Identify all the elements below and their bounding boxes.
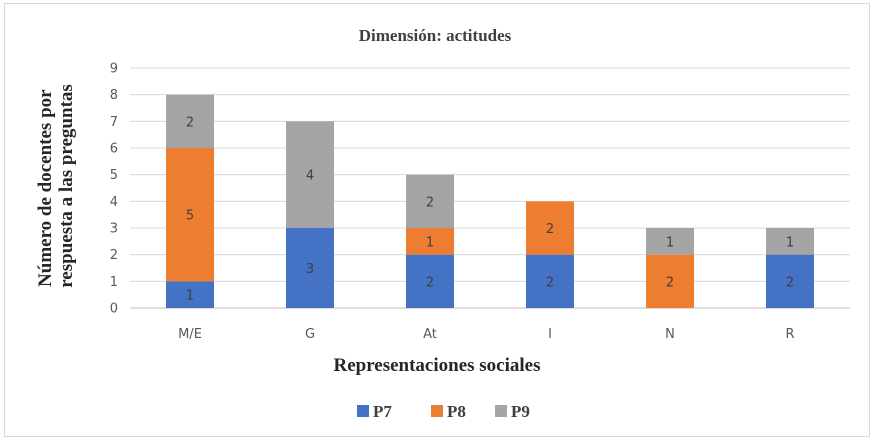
data-label: 3: [306, 262, 314, 277]
legend-label-p9: P9: [511, 402, 530, 421]
chart-title: Dimensión: actitudes: [359, 26, 512, 45]
y-tick-label: 4: [110, 195, 118, 210]
y-tick-labels: 0 1 2 3 4 5 6 7 8 9: [110, 62, 118, 317]
legend-swatch-p8: [431, 405, 443, 417]
gridlines: [130, 67, 850, 309]
y-axis-title-line-2: respuesta a las preguntas: [56, 84, 77, 288]
chart-svg: Dimensión: actitudes 0 1 2 3 4 5 6 7 8 9 1 5 2 3 4 2 1 2…: [35, 26, 850, 421]
bar-segment-p8: [406, 228, 454, 255]
bar-segment-p7: [526, 254, 574, 308]
y-tick-label: 9: [110, 62, 118, 77]
data-label: 1: [426, 235, 434, 250]
legend: P7 P8 P9: [357, 402, 530, 421]
bar-segment-p9: [646, 228, 694, 255]
y-tick-label: 8: [110, 88, 118, 103]
x-tick-label: N: [665, 327, 675, 342]
y-axis-title-line-1: Número de docentes por: [35, 89, 56, 287]
bar-segment-p7: [406, 254, 454, 308]
x-tick-labels: M/E G At I N R: [178, 327, 794, 342]
bar-segment-p7: [286, 228, 334, 308]
data-label: 2: [426, 275, 434, 290]
y-tick-label: 0: [110, 302, 118, 317]
bars: 1 5 2 3 4 2 1 2 2 2 2 1 2 1: [166, 94, 814, 308]
x-axis-title: Representaciones sociales: [333, 355, 540, 376]
bar-segment-p8: [526, 201, 574, 255]
data-label: 2: [786, 275, 794, 290]
x-tick-label: M/E: [178, 327, 202, 342]
x-tick-label: I: [548, 327, 552, 342]
data-label: 2: [546, 222, 554, 237]
x-tick-label: G: [305, 327, 315, 342]
data-label: 4: [306, 169, 314, 184]
data-label: 1: [666, 235, 674, 250]
bar-segment-p9: [166, 94, 214, 148]
y-tick-label: 5: [110, 168, 118, 183]
y-tick-label: 2: [110, 248, 118, 263]
data-label: 2: [666, 275, 674, 290]
bar-segment-p7: [166, 281, 214, 308]
data-label: 5: [186, 209, 194, 224]
bar-segment-p7: [766, 254, 814, 308]
data-label: 2: [426, 195, 434, 210]
bar-segment-p8: [646, 254, 694, 308]
bar-segment-p8: [166, 148, 214, 282]
x-tick-label: R: [785, 327, 794, 342]
x-tick-label: At: [423, 327, 437, 342]
bar-segment-p9: [406, 174, 454, 228]
legend-swatch-p7: [357, 405, 369, 417]
data-label: 2: [186, 115, 194, 130]
legend-label-p8: P8: [447, 402, 466, 421]
bar-segment-p9: [766, 228, 814, 255]
y-tick-label: 6: [110, 142, 118, 157]
chart-frame: Dimensión: actitudes 0 1 2 3 4 5 6 7 8 9 1 5 2 3 4 2 1 2…: [4, 3, 870, 437]
legend-swatch-p9: [495, 405, 507, 417]
data-label: 1: [186, 289, 194, 304]
data-label: 2: [546, 275, 554, 290]
y-tick-label: 7: [110, 115, 118, 130]
bar-segment-p9: [286, 121, 334, 228]
y-tick-label: 3: [110, 222, 118, 237]
y-axis-title: Número de docentes por respuesta a las p…: [35, 84, 77, 288]
y-tick-label: 1: [110, 275, 118, 290]
legend-label-p7: P7: [373, 402, 392, 421]
data-label: 1: [786, 235, 794, 250]
